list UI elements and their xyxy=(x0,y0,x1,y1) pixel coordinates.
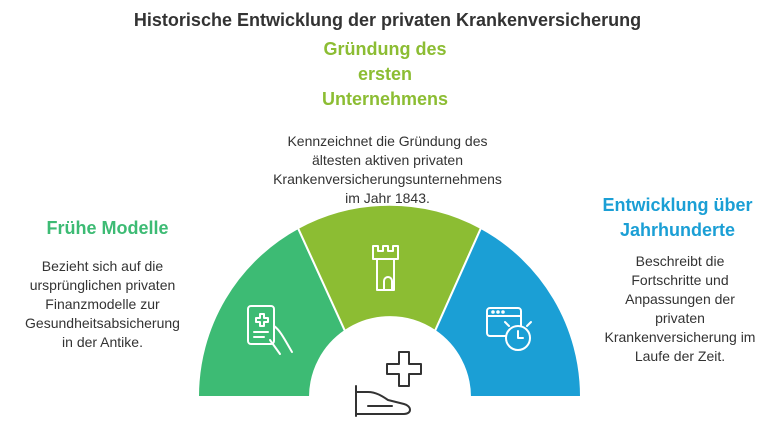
heading-line: Unternehmens xyxy=(321,89,449,109)
description-line: Bezieht sich auf die xyxy=(41,258,164,274)
description-line: im Jahr 1843. xyxy=(345,190,430,206)
hand-icon xyxy=(355,385,411,417)
description-line: Gesundheitsabsicherung xyxy=(25,315,180,331)
description-line: in der Antike. xyxy=(62,334,143,350)
diagram-title: Historische Entwicklung der privaten Kra… xyxy=(133,10,642,30)
description-line: Anpassungen der xyxy=(625,291,735,307)
heading-line: Frühe Modelle xyxy=(46,218,169,238)
description-line: privaten xyxy=(655,310,705,326)
description-line: Krankenversicherungsunternehmens xyxy=(273,171,502,187)
description-development-centuries: Beschreibt die Fortschritte und Anpassun… xyxy=(585,252,775,366)
tower-icon xyxy=(372,245,399,291)
heading-line: Gründung des xyxy=(323,39,447,59)
description-line: Kennzeichnet die Gründung des xyxy=(287,133,488,149)
heading-line: Jahrhunderte xyxy=(619,220,736,240)
description-line: Laufe der Zeit. xyxy=(634,348,726,364)
segment-early-models xyxy=(196,227,346,398)
heading-line: Entwicklung über xyxy=(602,195,753,215)
description-line: ältesten aktiven privaten xyxy=(312,152,463,168)
heading-company-founding: Gründung des ersten Unternehmens xyxy=(280,37,490,112)
description-line: Krankenversicherung im xyxy=(604,329,756,345)
description-early-models: Bezieht sich auf die ursprünglichen priv… xyxy=(10,257,195,352)
description-line: Finanzmodelle zur xyxy=(45,296,160,312)
tablet-medical-icon xyxy=(247,305,293,355)
segment-development-centuries xyxy=(434,227,583,398)
description-line: Fortschritte und xyxy=(631,272,729,288)
heading-development-centuries: Entwicklung über Jahrhunderte xyxy=(585,193,770,243)
medical-cross-icon xyxy=(386,351,422,387)
calendar-clock-icon xyxy=(486,307,532,351)
description-line: ursprünglichen privaten xyxy=(29,277,176,293)
description-company-founding: Kennzeichnet die Gründung des ältesten a… xyxy=(255,132,520,208)
heading-early-models: Frühe Modelle xyxy=(20,216,195,241)
description-line: Beschreibt die xyxy=(635,253,725,269)
heading-line: ersten xyxy=(357,64,413,84)
